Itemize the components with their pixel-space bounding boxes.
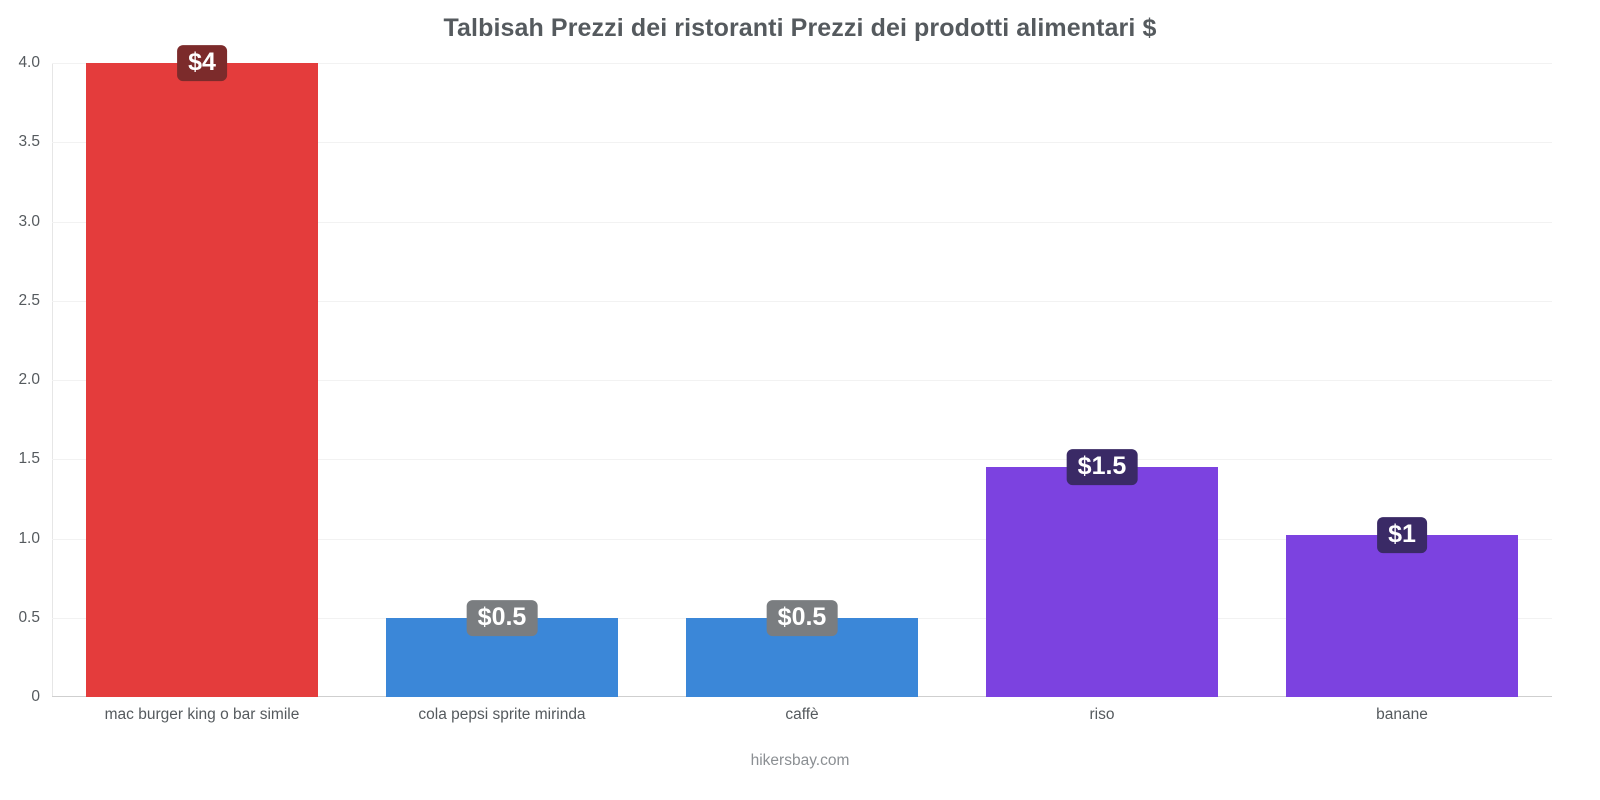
gridline (52, 380, 1552, 381)
bar-value-label: $4 (177, 44, 227, 82)
bar-group[interactable]: $1 (1286, 63, 1518, 697)
y-axis-tick-label: 4.0 (18, 54, 40, 71)
y-axis-tick-label: 3.5 (18, 133, 40, 151)
bar-value-label: $0.5 (766, 599, 838, 636)
bar-series: $4 $0.5 $0.5 $1.5 $1 (52, 44, 1552, 697)
y-axis-tick-label: 3.0 (18, 212, 40, 230)
bar-value-label: $0.5 (466, 599, 538, 636)
y-axis-tick-label: 0 (31, 688, 40, 705)
x-axis-labels: mac burger king o bar simile cola pepsi s… (52, 706, 1552, 736)
x-axis-tick-label: caffè (785, 706, 819, 723)
bar-group[interactable]: $1.5 (986, 63, 1218, 697)
bar[interactable] (86, 63, 318, 697)
bar-group[interactable]: $0.5 (386, 63, 618, 697)
gridline (52, 221, 1552, 223)
y-axis-tick-label: 1.5 (18, 450, 40, 468)
source-watermark: hikersbay.com (750, 752, 850, 769)
bar-value-label: $1 (1377, 517, 1427, 554)
gridline (52, 538, 1552, 540)
bar[interactable] (986, 467, 1218, 697)
y-axis-ticks: 0 0.5 1.0 1.5 2.0 2.5 3.0 3.5 4.0 (0, 54, 1600, 705)
chart-title: Talbisah Prezzi dei ristoranti Prezzi de… (443, 14, 1157, 42)
bar[interactable] (1286, 535, 1518, 697)
y-axis-tick-label: 2.0 (18, 371, 40, 388)
bar-group[interactable]: $4 (86, 44, 318, 697)
y-axis-tick-label: 1.0 (18, 529, 40, 547)
gridline (52, 300, 1552, 302)
y-axis-tick-label: 2.5 (18, 291, 40, 309)
x-axis-tick-label: cola pepsi sprite mirinda (418, 706, 586, 723)
x-axis-tick-label: riso (1089, 706, 1115, 723)
x-axis-tick-label: mac burger king o bar simile (104, 706, 300, 723)
bar-group[interactable]: $0.5 (686, 63, 918, 697)
gridline (52, 459, 1552, 461)
gridline (52, 142, 1552, 144)
y-axis-tick-label: 0.5 (18, 608, 40, 626)
x-axis-tick-label: banane (1376, 706, 1428, 723)
bar-value-label: $1.5 (1066, 449, 1138, 486)
gridline (52, 63, 1552, 64)
